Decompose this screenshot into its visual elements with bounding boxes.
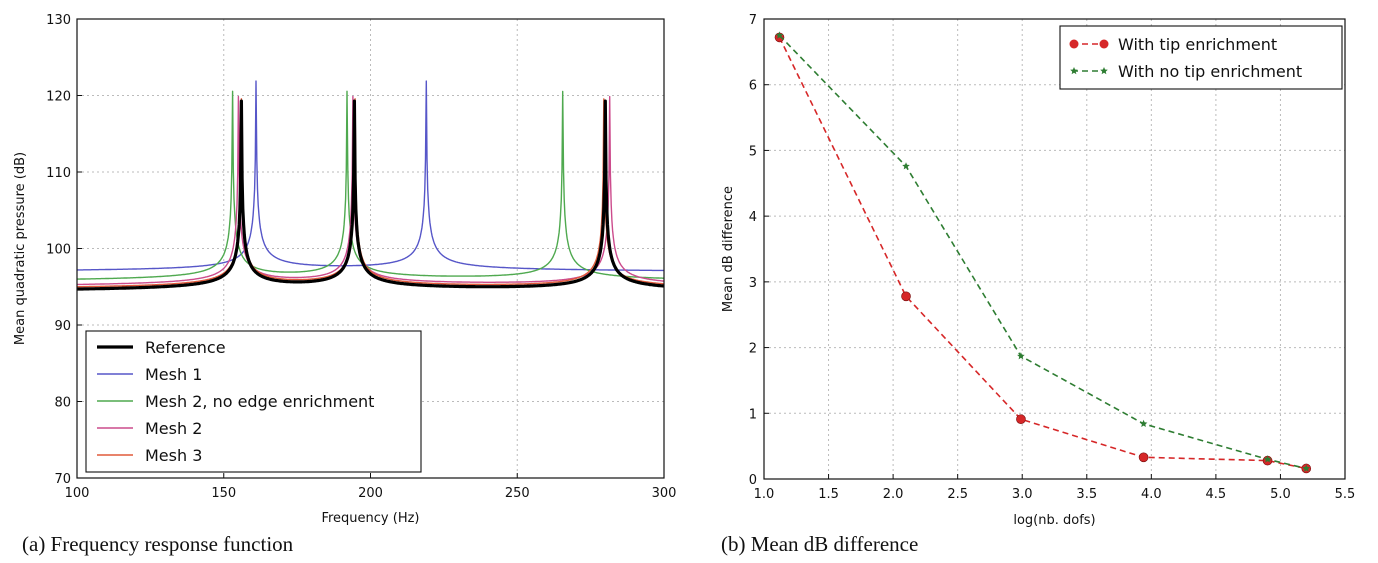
y-tick-label: 0 (749, 473, 757, 488)
legend: Reference Mesh 1 Mesh 2, no edge enrichmen… (85, 330, 422, 473)
x-tick-label: 2.0 (883, 487, 904, 502)
y-tick-label: 4 (749, 210, 757, 225)
data-point (1017, 352, 1025, 360)
y-tick-label: 7 (749, 13, 757, 28)
x-tick-label: 3.0 (1012, 487, 1033, 502)
y-tick-label: 90 (54, 319, 71, 334)
x-tick-label: 4.5 (1206, 487, 1227, 502)
y-tick-label: 6 (749, 79, 757, 94)
legend-marker (1069, 39, 1079, 49)
legend-label: Mesh 1 (145, 365, 202, 384)
y-tick-label: 2 (749, 342, 757, 357)
data-point (1263, 455, 1272, 463)
x-tick-label: 150 (211, 486, 236, 501)
x-tick-label: 5.0 (1270, 487, 1291, 502)
legend-box (1059, 25, 1343, 90)
legend-box (85, 330, 422, 473)
x-tick-label: 250 (505, 486, 530, 501)
series-line (77, 99, 664, 291)
data-point (901, 291, 911, 302)
mean-db-difference-panel: 1.0 1.5 2.0 2.5 3.0 3.5 4.0 4.5 5.0 5.5 0 1 2 3 4 5 6 7 lo… (700, 0, 1378, 563)
x-tick-label: 2.5 (947, 487, 968, 502)
data-point (902, 162, 910, 170)
legend-label: Reference (145, 338, 226, 357)
x-axis-label: Frequency (Hz) (321, 511, 419, 526)
legend-label: With no tip enrichment (1118, 62, 1302, 81)
legend: With tip enrichment With no tip enrichmen… (1059, 25, 1343, 90)
y-tick-label: 130 (46, 13, 71, 28)
series-line (778, 34, 1307, 470)
caption-a: (a) Frequency response function (22, 532, 294, 556)
x-tick-label: 100 (65, 486, 90, 501)
y-axis-label: Mean dB difference (721, 186, 736, 312)
y-tick-label: 120 (46, 90, 71, 105)
x-axis-label: log(nb. dofs) (1013, 513, 1095, 528)
y-tick-label: 110 (46, 166, 71, 181)
x-tick-label: 5.5 (1335, 487, 1356, 502)
series-line (778, 37, 1307, 470)
y-tick-label: 5 (749, 144, 757, 159)
x-tick-label: 4.0 (1141, 487, 1162, 502)
y-axis-label: Mean quadratic pressure (dB) (13, 152, 28, 345)
mean-db-difference-chart: 1.0 1.5 2.0 2.5 3.0 3.5 4.0 4.5 5.0 5.5 0 1 2 3 4 5 6 7 lo… (721, 13, 1356, 528)
legend-marker (1100, 67, 1108, 75)
y-tick-label: 70 (54, 472, 71, 487)
frequency-response-chart: 100 150 200 250 300 70 80 90 100 110 120 130 Frequen… (13, 13, 677, 526)
data-point (1302, 464, 1311, 472)
x-tick-label: 1.5 (818, 487, 839, 502)
legend-label: Mesh 3 (145, 446, 202, 465)
frequency-response-panel: 100 150 200 250 300 70 80 90 100 110 120 130 Frequen… (13, 13, 677, 556)
y-tick-label: 100 (46, 243, 71, 258)
data-point (1138, 452, 1149, 463)
y-tick-label: 1 (749, 407, 757, 422)
series-line (77, 80, 664, 272)
data-point (1016, 414, 1026, 425)
x-tick-label: 200 (358, 486, 383, 501)
legend-marker (1070, 67, 1078, 75)
data-point (1139, 419, 1148, 427)
series-line (77, 90, 664, 280)
plot-frame (763, 18, 1346, 480)
caption-b: (b) Mean dB difference (721, 532, 919, 556)
series-group (77, 80, 664, 291)
legend-label: With tip enrichment (1118, 35, 1277, 54)
x-tick-label: 1.0 (754, 487, 775, 502)
y-tick-label: 3 (749, 276, 757, 291)
legend-label: Mesh 2, no edge enrichment (145, 392, 374, 411)
x-tick-label: 3.5 (1076, 487, 1097, 502)
data-point (775, 31, 784, 39)
y-tick-label: 80 (54, 396, 71, 411)
legend-label: Mesh 2 (145, 419, 202, 438)
legend-marker (1099, 39, 1109, 49)
x-tick-label: 300 (652, 486, 677, 501)
series-line (77, 98, 664, 288)
